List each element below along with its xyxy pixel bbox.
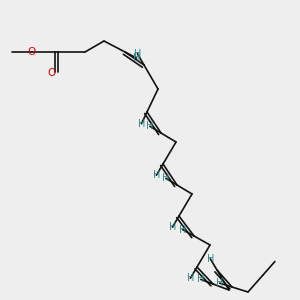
Text: H: H	[187, 273, 194, 283]
Text: H: H	[216, 278, 223, 288]
Text: H: H	[169, 222, 176, 232]
Text: H: H	[146, 121, 154, 131]
Text: H: H	[133, 53, 140, 63]
Text: H: H	[138, 119, 145, 129]
Text: H: H	[162, 173, 169, 183]
Text: O: O	[28, 47, 36, 57]
Text: H: H	[179, 225, 186, 235]
Text: H: H	[207, 254, 214, 264]
Text: H: H	[134, 49, 141, 59]
Text: O: O	[47, 68, 55, 78]
Text: H: H	[197, 274, 205, 284]
Text: H: H	[153, 170, 160, 180]
